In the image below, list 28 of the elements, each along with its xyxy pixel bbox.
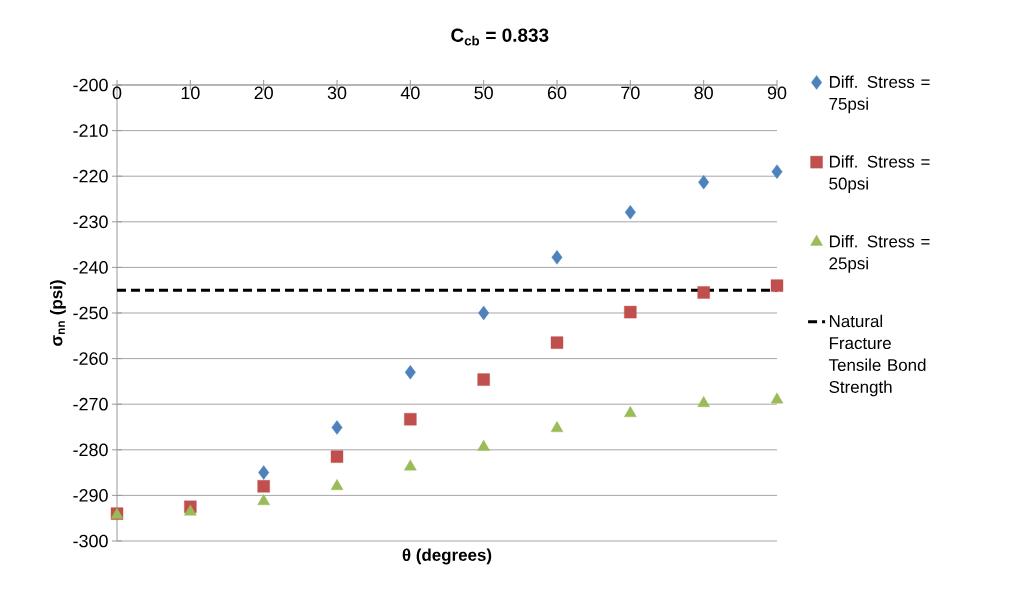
y-tick-label: -250 [73, 306, 108, 320]
y-tick-label: -240 [73, 261, 108, 274]
x-tick-label: 10 [181, 86, 200, 100]
x-tick-label: 20 [254, 86, 273, 100]
x-tick-label: 80 [694, 86, 713, 100]
legend-label: Diff. Stress = 25psi [829, 235, 930, 273]
x-tick-label: 90 [767, 86, 787, 100]
y-tick-label: -300 [73, 534, 108, 548]
legend-label: Natural Fracture Tensile Bond Strength [828, 314, 926, 397]
x-tick-label: 60 [547, 86, 567, 100]
y-tick-label: -270 [73, 397, 108, 411]
x-tick-label: 0 [112, 86, 122, 100]
y-tick-label: -280 [73, 443, 108, 457]
y-tick-label: -200 [73, 78, 108, 92]
legend-label: Diff. Stress = 75psi [829, 75, 930, 114]
x-tick-label: 70 [621, 86, 640, 100]
y-axis-title: σ$_{nn}$ (psi) [49, 280, 66, 346]
legend-label: Diff. Stress = 50psi [829, 155, 930, 193]
x-tick-label: 50 [474, 86, 493, 100]
chart-title: C$_{cb}$ = 0.833 [451, 28, 549, 46]
y-tick-label: -210 [73, 124, 108, 137]
y-tick-label: -220 [73, 169, 108, 183]
x-axis-title: θ (degrees) [402, 548, 492, 565]
y-tick-label: -260 [73, 352, 108, 365]
y-tick-label: -290 [73, 489, 108, 502]
y-tick-label: -230 [73, 215, 108, 229]
x-tick-label: 30 [327, 86, 347, 100]
x-tick-label: 40 [400, 86, 420, 100]
